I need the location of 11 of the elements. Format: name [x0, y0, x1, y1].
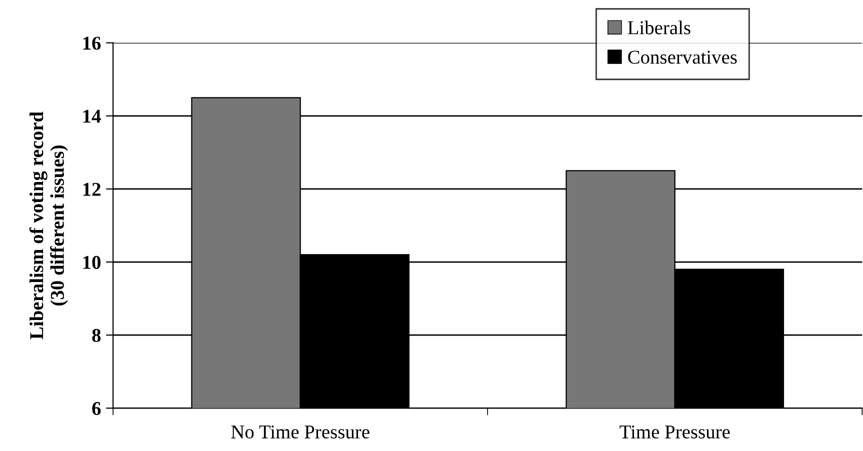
y-tick-label: 6 [92, 402, 101, 416]
y-tick-label: 10 [83, 256, 101, 269]
legend-label: Conservatives [628, 50, 737, 64]
x-tick-label: Time Pressure [620, 425, 730, 439]
y-tick-label: 12 [83, 182, 100, 196]
x-tick-label: No Time Pressure [231, 425, 370, 439]
y-tick-label: 16 [83, 36, 101, 50]
legend-label: Liberals [628, 20, 690, 34]
y-tick-label: 8 [92, 328, 101, 342]
y-tick-label: 14 [83, 110, 101, 123]
y-axis-title: Liberalism of voting record (30 different issues) [29, 112, 68, 340]
